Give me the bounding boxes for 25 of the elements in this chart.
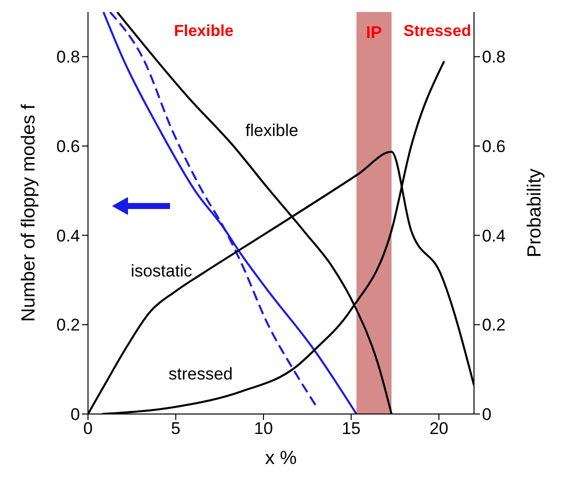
y2-axis-title: Probability: [524, 168, 546, 258]
series-label: isostatic: [130, 262, 193, 281]
y2-tick-label: 0.8: [482, 48, 506, 67]
x-tick-label: 5: [170, 419, 180, 438]
x-tick-label: 20: [429, 419, 448, 438]
y-tick-label: 0.8: [56, 48, 80, 67]
x-tick-label: 15: [342, 419, 361, 438]
x-axis-title: x %: [265, 448, 297, 469]
y-tick-label: 0.6: [56, 137, 80, 156]
y-tick-label: 0.4: [56, 226, 80, 246]
annotation: Stressed: [404, 23, 472, 40]
band-label: IP: [366, 23, 382, 42]
series-label: stressed: [168, 364, 233, 384]
y2-tick-label: 0: [482, 405, 492, 424]
line-series: [102, 12, 358, 414]
y-tick-label: 0: [70, 405, 80, 424]
y2-tick-label: 0.4: [482, 226, 506, 246]
x-tick-label: 0: [83, 419, 93, 438]
y2-tick-label: 0.2: [482, 316, 506, 335]
y-tick-label: 0.2: [56, 316, 80, 335]
annotation: Flexible: [174, 23, 234, 40]
y2-tick-label: 0.6: [482, 137, 506, 156]
series-label: flexible: [245, 121, 298, 140]
y-axis-title: Number of floppy modes f: [18, 104, 40, 322]
x-tick-label: 10: [254, 419, 273, 438]
